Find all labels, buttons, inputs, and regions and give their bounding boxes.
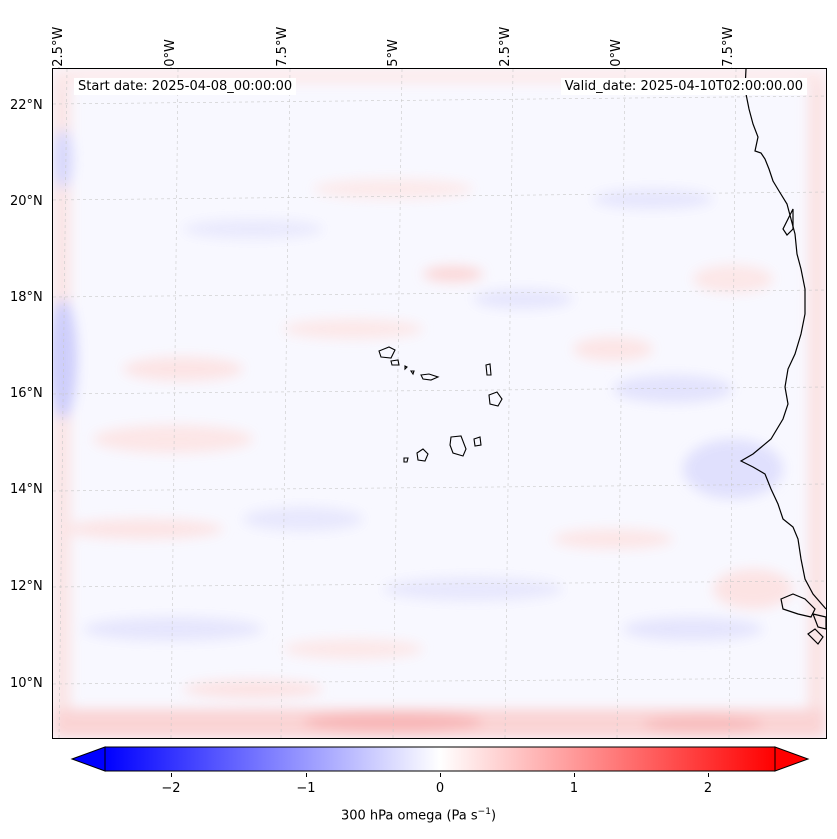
colorbar-label-suffix: )	[490, 808, 497, 824]
colorbar-tick-neg1: −1	[296, 781, 316, 796]
valid-date-label: Valid_date: 2025-04-10T02:00:00.00	[560, 78, 807, 95]
colorbar-tickmark-1	[574, 773, 575, 777]
omega-field	[53, 69, 826, 738]
colorbar-tick-2: 2	[703, 781, 713, 796]
graticule	[53, 69, 826, 738]
colorbar-tickmark-neg2	[171, 773, 172, 777]
colorbar	[70, 746, 810, 772]
colorbar-tick-0: 0	[435, 781, 445, 796]
lat-tick-14n: 14°N	[10, 482, 43, 497]
map-panel[interactable]	[52, 68, 827, 739]
lat-tick-16n: 16°N	[10, 386, 43, 401]
colorbar-label-prefix: 300 hPa omega (Pa s	[340, 808, 478, 824]
lat-tick-20n: 20°N	[10, 194, 43, 209]
lat-tick-10n: 10°N	[10, 676, 43, 691]
colorbar-tickmark-0	[440, 773, 441, 777]
cape-verde-islands	[378, 346, 503, 463]
colorbar-bar	[104, 746, 776, 772]
colorbar-tick-neg2: −2	[161, 781, 181, 796]
colorbar-label-exponent: −1	[477, 807, 491, 817]
lat-tick-12n: 12°N	[10, 579, 43, 594]
omega-anomalies	[53, 69, 826, 738]
colorbar-extend-high	[774, 746, 810, 772]
coastline	[739, 69, 826, 645]
lat-tick-22n: 22°N	[10, 98, 43, 113]
lat-tick-18n: 18°N	[10, 290, 43, 305]
colorbar-extend-low	[70, 746, 106, 772]
colorbar-tickmark-neg1	[306, 773, 307, 777]
colorbar-tickmark-2	[708, 773, 709, 777]
colorbar-tick-1: 1	[569, 781, 579, 796]
start-date-label: Start date: 2025-04-08_00:00:00	[74, 78, 297, 95]
colorbar-label: 300 hPa omega (Pa s−1)	[0, 807, 837, 823]
